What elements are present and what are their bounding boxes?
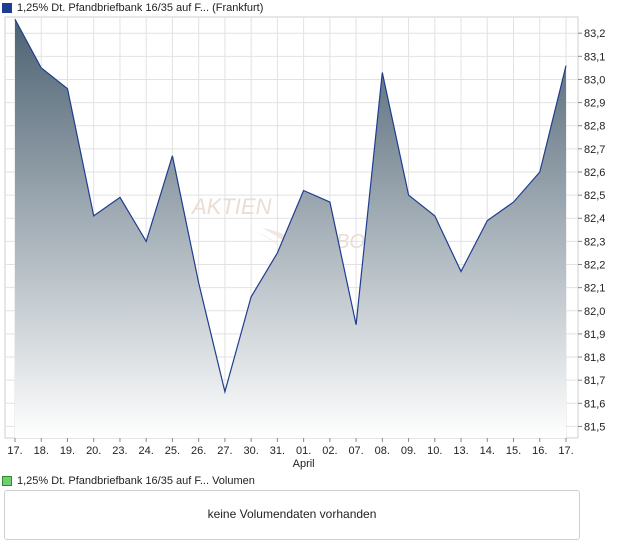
x-tick-label: 26. bbox=[191, 445, 206, 457]
x-tick-label: 02. bbox=[322, 445, 337, 457]
volume-empty-message: keine Volumendaten vorhanden bbox=[207, 507, 377, 521]
y-tick-label: 83,0 bbox=[584, 74, 605, 86]
x-tick-label: 17. bbox=[7, 445, 22, 457]
x-month-label: April bbox=[293, 458, 315, 470]
volume-legend-label: 1,25% Dt. Pfandbriefbank 16/35 auf F... … bbox=[17, 475, 255, 487]
x-tick-label: 30. bbox=[243, 445, 258, 457]
price-legend-swatch bbox=[2, 3, 12, 13]
x-tick-label: 16. bbox=[532, 445, 547, 457]
y-tick-label: 81,8 bbox=[584, 352, 605, 364]
y-axis-ticks: 81,5 81,6 81,7 81,8 81,9 82,0 82,1 82,2 82,3 82,4… bbox=[578, 28, 605, 433]
x-tick-label: 13. bbox=[453, 445, 468, 457]
x-axis-ticks: 17. 18. 19. 20. 23. 24. 25. 26. 27. 30. 31. 01. 02. 0… bbox=[7, 438, 574, 470]
volume-legend: 1,25% Dt. Pfandbriefbank 16/35 auf F... … bbox=[2, 474, 255, 488]
y-tick-label: 81,7 bbox=[584, 375, 605, 387]
x-tick-label: 17. bbox=[558, 445, 573, 457]
volume-legend-swatch bbox=[2, 476, 12, 486]
x-tick-label: 23. bbox=[112, 445, 127, 457]
y-tick-label: 81,5 bbox=[584, 421, 605, 433]
x-tick-label: 08. bbox=[375, 445, 390, 457]
y-tick-label: 82,5 bbox=[584, 190, 605, 202]
y-tick-label: 83,2 bbox=[584, 28, 605, 40]
y-tick-label: 83,1 bbox=[584, 51, 605, 63]
y-tick-label: 81,6 bbox=[584, 398, 605, 410]
volume-panel: keine Volumendaten vorhanden bbox=[4, 490, 580, 540]
watermark-text: AKTIEN bbox=[190, 194, 272, 219]
x-tick-label: 14. bbox=[480, 445, 495, 457]
price-legend: 1,25% Dt. Pfandbriefbank 16/35 auf F... … bbox=[2, 1, 263, 15]
x-tick-label: 19. bbox=[60, 445, 75, 457]
x-tick-label: 31. bbox=[270, 445, 285, 457]
y-tick-label: 82,8 bbox=[584, 121, 605, 133]
x-tick-label: 24. bbox=[139, 445, 154, 457]
y-tick-label: 81,9 bbox=[584, 329, 605, 341]
y-tick-label: 82,6 bbox=[584, 167, 605, 179]
y-tick-label: 82,1 bbox=[584, 283, 605, 295]
x-tick-label: 27. bbox=[217, 445, 232, 457]
price-chart: AKTIEN BOERSE 81,581,681,781,881,982,082… bbox=[4, 16, 605, 470]
y-tick-label: 82,2 bbox=[584, 260, 605, 272]
x-tick-label: 25. bbox=[165, 445, 180, 457]
y-tick-label: 82,4 bbox=[584, 213, 605, 225]
price-area bbox=[15, 19, 566, 439]
x-tick-label: 10. bbox=[427, 445, 442, 457]
y-tick-label: 82,3 bbox=[584, 236, 605, 248]
x-tick-label: 15. bbox=[506, 445, 521, 457]
x-tick-label: 09. bbox=[401, 445, 416, 457]
price-legend-label: 1,25% Dt. Pfandbriefbank 16/35 auf F... … bbox=[17, 2, 264, 14]
price-line bbox=[14, 19, 567, 395]
x-tick-label: 20. bbox=[86, 445, 101, 457]
y-tick-label: 82,7 bbox=[584, 144, 605, 156]
y-tick-label: 82,0 bbox=[584, 306, 605, 318]
x-tick-label: 07. bbox=[348, 445, 363, 457]
y-tick-label: 82,9 bbox=[584, 98, 605, 110]
x-tick-label: 01. bbox=[296, 445, 311, 457]
x-tick-label: 18. bbox=[34, 445, 49, 457]
